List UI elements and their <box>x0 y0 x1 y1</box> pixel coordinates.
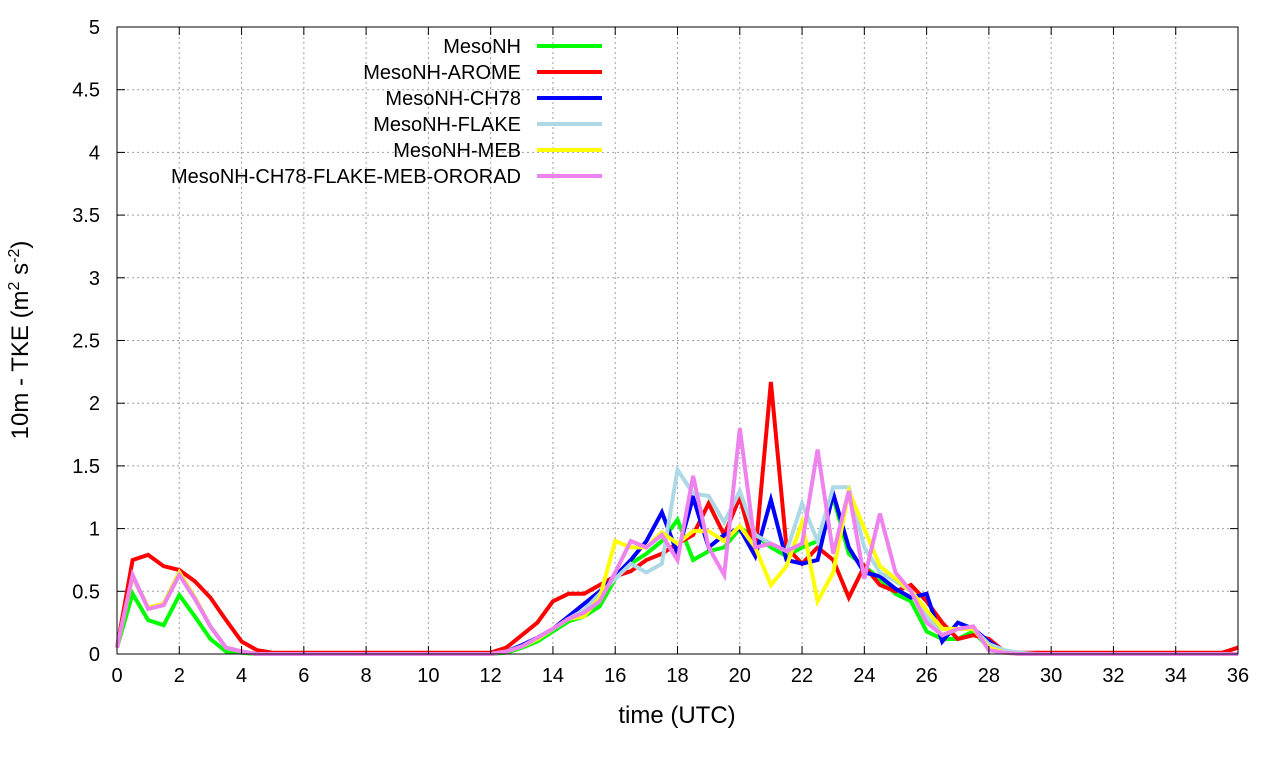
x-tick-label: 20 <box>729 665 751 687</box>
x-tick-label: 34 <box>1165 665 1187 687</box>
y-tick-label: 0 <box>89 644 100 666</box>
y-axis-label: 10m - TKE (m2 s-2) <box>6 241 34 440</box>
y-tick-label: 0.5 <box>72 581 100 603</box>
axis-ticks: 0 2 4 6 8 10 12 14 16 18 20 22 24 26 28 30 32 34 3600.511.… <box>72 17 1249 687</box>
legend: MesoNH MesoNH-AROME MesoNH-CH78 MesoNH-FLAK… <box>171 36 602 188</box>
y-tick-label: 1.5 <box>72 456 100 478</box>
series-line-mesonh <box>115 490 1238 656</box>
y-tick-label: 4.5 <box>72 80 100 102</box>
x-tick-label: 6 <box>298 665 309 687</box>
x-tick-label: 0 <box>111 665 122 687</box>
x-tick-label: 8 <box>361 665 372 687</box>
legend-label: MesoNH-AROME <box>363 62 521 84</box>
legend-label: MesoNH-MEB <box>393 140 521 162</box>
x-tick-label: 28 <box>978 665 1000 687</box>
y-tick-label: 4 <box>89 142 100 164</box>
x-tick-label: 36 <box>1227 665 1249 687</box>
x-tick-label: 14 <box>542 665 564 687</box>
x-tick-label: 32 <box>1102 665 1124 687</box>
x-tick-label: 18 <box>666 665 688 687</box>
legend-label: MesoNH-CH78 <box>385 88 521 110</box>
grid <box>116 26 1239 655</box>
y-tick-label: 1 <box>89 519 100 541</box>
legend-label: MesoNH-FLAKE <box>373 114 521 136</box>
x-tick-label: 2 <box>174 665 185 687</box>
y-tick-label: 3.5 <box>72 205 100 227</box>
x-tick-label: 24 <box>853 665 875 687</box>
legend-label: MesoNH <box>443 36 521 58</box>
x-tick-label: 12 <box>480 665 502 687</box>
x-axis-label: time (UTC) <box>618 702 735 729</box>
y-tick-label: 3 <box>89 268 100 290</box>
x-tick-label: 30 <box>1040 665 1062 687</box>
y-tick-label: 5 <box>89 17 100 39</box>
y-tick-label: 2 <box>89 393 100 415</box>
x-tick-label: 22 <box>791 665 813 687</box>
y-tick-label: 2.5 <box>72 331 100 353</box>
x-tick-label: 10 <box>417 665 439 687</box>
x-tick-label: 16 <box>604 665 626 687</box>
legend-label: MesoNH-CH78-FLAKE-MEB-ORORAD <box>171 166 521 188</box>
x-tick-label: 26 <box>915 665 937 687</box>
x-tick-label: 4 <box>236 665 247 687</box>
